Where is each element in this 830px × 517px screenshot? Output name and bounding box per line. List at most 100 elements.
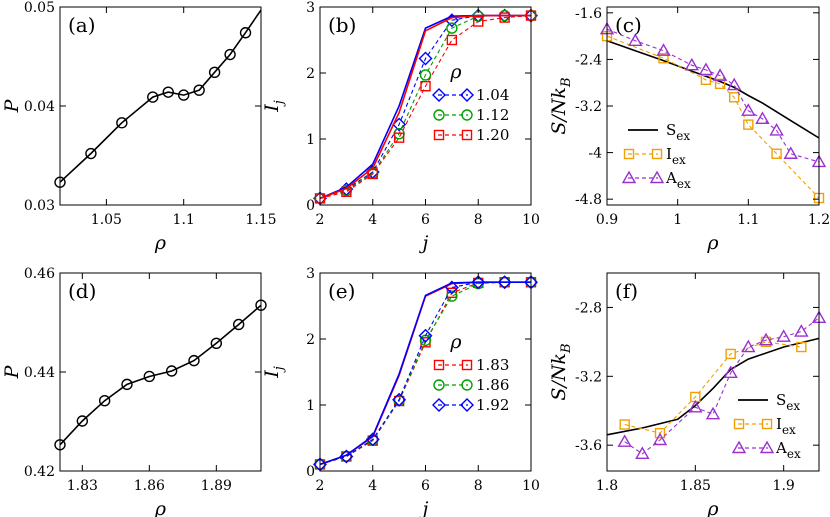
data-point-b-2-6 bbox=[473, 16, 484, 27]
legend-marker bbox=[433, 109, 445, 121]
legend-label: 1.86 bbox=[476, 376, 509, 394]
legend-marker bbox=[433, 379, 445, 391]
data-point-b-2-4 bbox=[420, 80, 431, 92]
y-tick-label: -3.6 bbox=[575, 438, 602, 454]
legend-marker bbox=[461, 129, 473, 141]
x-axis-label: ρ bbox=[706, 498, 719, 517]
legend-marker bbox=[651, 148, 663, 160]
panel-label: (b) bbox=[328, 13, 356, 37]
legend-label: Iex bbox=[776, 415, 796, 437]
data-point-c-2-8 bbox=[755, 111, 770, 125]
series-f-0 bbox=[606, 337, 820, 436]
y-tick-label: -1.6 bbox=[575, 6, 602, 22]
series-line-e-4 bbox=[319, 281, 531, 466]
data-point-c-1-4 bbox=[729, 92, 740, 103]
x-tick-label: 2 bbox=[316, 212, 325, 228]
x-axis-label: ρ bbox=[154, 232, 167, 254]
data-point-f-1-3 bbox=[725, 348, 736, 360]
y-tick-label: 0.42 bbox=[24, 464, 55, 480]
x-tick-label: 1.89 bbox=[201, 478, 232, 494]
x-tick-label: 0.9 bbox=[596, 212, 618, 228]
data-point-f-1-1 bbox=[654, 427, 666, 439]
x-tick-label: 1.2 bbox=[808, 212, 830, 228]
legend-marker bbox=[433, 129, 445, 141]
series-c-1 bbox=[601, 30, 825, 204]
data-point-a-0-7 bbox=[208, 66, 221, 79]
x-axis-label: ρ bbox=[706, 232, 719, 254]
data-point-f-2-7 bbox=[758, 332, 774, 346]
x-tick-label: 6 bbox=[421, 478, 430, 494]
legend: ρ 1.04 1.12 1.20 bbox=[432, 61, 509, 144]
y-tick-label: 0 bbox=[306, 464, 315, 480]
x-tick-label: 1.9 bbox=[773, 478, 795, 494]
x-tick-label: 10 bbox=[522, 478, 540, 494]
legend-label: Sex bbox=[776, 391, 800, 413]
y-tick-label: 0.05 bbox=[24, 0, 55, 16]
legend-marker bbox=[759, 440, 775, 454]
series-d-0 bbox=[54, 299, 267, 451]
y-axis-label: P bbox=[1, 98, 23, 113]
legend-marker bbox=[461, 379, 473, 391]
data-point-e-2-2 bbox=[365, 432, 380, 447]
data-point-c-1-6 bbox=[771, 148, 782, 159]
y-tick-label: -3.2 bbox=[575, 369, 602, 385]
panel-a: 1.05 1.1 1.15 0.03 0.04 0.05 (a) ρ P bbox=[1, 0, 277, 254]
data-point-c-1-3 bbox=[714, 78, 726, 90]
x-tick-label: 1.15 bbox=[245, 212, 276, 228]
y-tick-label: 2 bbox=[306, 66, 315, 82]
y-axis-label: S/NkB bbox=[548, 343, 574, 400]
legend-marker bbox=[433, 359, 445, 371]
y-axis-label: S/NkB bbox=[548, 77, 574, 134]
data-point-c-2-3 bbox=[684, 57, 700, 71]
series-c-0 bbox=[606, 40, 820, 139]
data-point-b-2-7 bbox=[499, 12, 510, 23]
legend-marker bbox=[623, 148, 635, 160]
data-point-f-2-0 bbox=[617, 434, 632, 447]
data-point-c-1-2 bbox=[700, 74, 712, 85]
x-tick-label: 1.86 bbox=[134, 478, 165, 494]
panel-c: 0.9 1 1.1 1.2 -4.8 -4 -3.2 -2.4 -1.6 (c) ρ S/NkB Sex… bbox=[548, 6, 830, 254]
data-point-c-2-6 bbox=[726, 77, 742, 91]
y-axis-label: P bbox=[1, 364, 23, 379]
legend-marker bbox=[733, 418, 745, 430]
y-tick-label: 0 bbox=[306, 198, 315, 214]
data-point-a-0-3 bbox=[147, 91, 159, 103]
series-line-c-2 bbox=[606, 28, 820, 163]
series-f-2 bbox=[617, 310, 827, 459]
x-tick-label: 10 bbox=[522, 212, 540, 228]
data-point-a-0-5 bbox=[177, 89, 190, 101]
y-tick-label: 0.04 bbox=[24, 99, 55, 115]
data-point-b-0-4 bbox=[418, 51, 433, 66]
legend-label: 1.83 bbox=[476, 356, 509, 374]
y-tick-label: 0.44 bbox=[24, 365, 55, 381]
data-point-c-1-5 bbox=[743, 119, 754, 130]
data-point-c-2-10 bbox=[783, 146, 798, 159]
legend-marker bbox=[460, 398, 474, 412]
data-point-d-0-1 bbox=[76, 415, 89, 427]
legend-marker bbox=[621, 170, 637, 184]
data-point-a-0-8 bbox=[224, 48, 236, 61]
data-point-a-0-4 bbox=[162, 86, 174, 98]
series-line-b-2 bbox=[319, 15, 532, 199]
y-tick-label: 0.03 bbox=[24, 198, 55, 214]
panel-label: (a) bbox=[68, 13, 96, 37]
data-point-c-2-9 bbox=[769, 123, 784, 136]
x-tick-label: 1.83 bbox=[67, 478, 98, 494]
y-tick-label: -4.8 bbox=[575, 192, 602, 208]
data-point-a-0-9 bbox=[239, 27, 252, 39]
y-axis-label: Ij bbox=[261, 366, 287, 379]
legend-marker bbox=[461, 359, 473, 371]
data-point-f-2-9 bbox=[794, 324, 809, 337]
y-tick-label: -2.8 bbox=[575, 300, 602, 316]
data-point-e-2-7 bbox=[497, 275, 512, 290]
data-point-c-2-5 bbox=[712, 68, 728, 81]
data-point-b-1-5 bbox=[446, 22, 458, 34]
series-line-d-0 bbox=[59, 304, 262, 446]
plot-frame bbox=[606, 272, 820, 472]
data-point-d-0-8 bbox=[232, 318, 245, 331]
legend-title: ρ bbox=[449, 61, 462, 83]
legend-marker bbox=[461, 109, 473, 121]
x-tick-label: 6 bbox=[421, 212, 430, 228]
